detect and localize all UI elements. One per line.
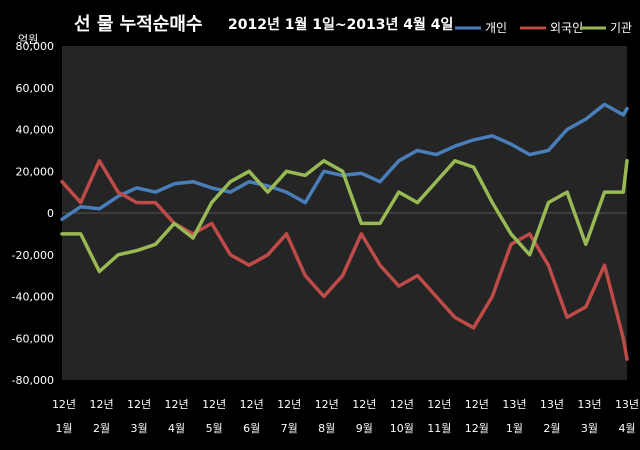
series-lines — [60, 102, 629, 361]
x-tick-year-label: 12년 — [89, 398, 113, 411]
x-tick-year-label: 13년 — [615, 398, 639, 411]
x-tick-month-label: 10월 — [390, 422, 414, 435]
y-axis: 80,000 60,000 40,000 20,000 0 -20,000 -40,000 -… — [12, 40, 627, 387]
legend: 개인 외국인 기관 — [455, 21, 632, 35]
x-tick-year-label: 12년 — [240, 398, 264, 411]
x-tick-month-label: 12월 — [465, 422, 489, 435]
x-tick-year-label: 12년 — [277, 398, 301, 411]
x-tick-month-label: 3월 — [131, 422, 148, 435]
legend-label: 외국인 — [550, 21, 583, 35]
chart-title-range: 2012년 1월 1일~2013년 4월 4일 — [228, 16, 453, 33]
x-tick-month-label: 2월 — [93, 422, 110, 435]
series-line-2 — [60, 159, 629, 361]
x-tick-year-label: 13년 — [577, 398, 601, 411]
y-tick-label: 40,000 — [16, 124, 55, 137]
chart-title-main: 선 물 누적순매수 — [74, 14, 202, 35]
x-tick-year-label: 12년 — [390, 398, 414, 411]
legend-label: 개인 — [485, 21, 507, 35]
x-tick-year-label: 13년 — [540, 398, 564, 411]
series-line-1 — [60, 102, 629, 222]
y-tick-label: 0 — [47, 207, 54, 220]
y-tick-label: -80,000 — [12, 374, 54, 387]
y-tick-label: -60,000 — [12, 332, 54, 345]
x-tick-year-label: 12년 — [127, 398, 151, 411]
series-line-3 — [60, 159, 629, 274]
x-tick-month-label: 1월 — [506, 422, 523, 435]
x-tick-month-label: 5월 — [206, 422, 223, 435]
x-tick-month-label: 4월 — [168, 422, 185, 435]
x-tick-year-label: 13년 — [502, 398, 526, 411]
y-tick-label: -20,000 — [12, 249, 54, 262]
y-tick-label: -40,000 — [12, 291, 54, 304]
y-tick-label: 20,000 — [16, 165, 55, 178]
x-tick-year-label: 12년 — [352, 398, 376, 411]
x-tick-month-label: 1월 — [55, 422, 72, 435]
x-tick-year-label: 12년 — [465, 398, 489, 411]
x-tick-year-label: 12년 — [427, 398, 451, 411]
x-tick-year-label: 12년 — [315, 398, 339, 411]
y-tick-label: 80,000 — [16, 40, 55, 53]
x-tick-month-label: 2월 — [543, 422, 560, 435]
x-tick-month-label: 8월 — [318, 422, 335, 435]
x-tick-year-label: 12년 — [165, 398, 189, 411]
y-tick-label: 60,000 — [16, 82, 55, 95]
x-tick-month-label: 11월 — [427, 422, 451, 435]
x-tick-month-label: 3월 — [581, 422, 598, 435]
x-tick-month-label: 6월 — [243, 422, 260, 435]
y-axis-unit-label: 억원 — [18, 33, 38, 46]
x-tick-year-label: 12년 — [52, 398, 76, 411]
legend-label: 기관 — [610, 21, 632, 35]
x-tick-month-label: 7월 — [281, 422, 298, 435]
x-tick-month-label: 4월 — [618, 422, 635, 435]
x-tick-month-label: 9월 — [356, 422, 373, 435]
x-axis: 12년 1월 12년 2월 12년 3월 12년 4월 12년 5월 12년 6월 12년 7월 12년 8월… — [52, 398, 639, 435]
x-tick-year-label: 12년 — [202, 398, 226, 411]
